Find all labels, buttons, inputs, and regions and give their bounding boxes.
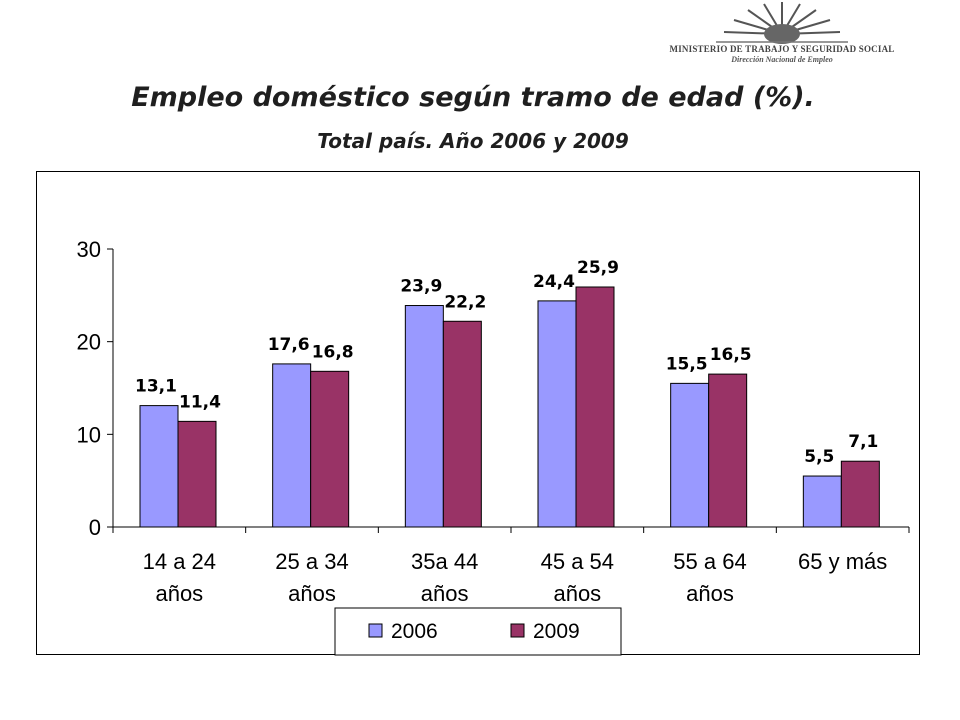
x-tick-label: 45 a 54 bbox=[541, 549, 614, 574]
chart-frame: 0 10 20 30 13,1 17,6 23,9 24,4 15,5 5,5 11,4 16,8 22… bbox=[36, 171, 920, 656]
chart-subtitle: Total país. Año 2006 y 2009 bbox=[317, 129, 629, 153]
logo-ministry-text: MINISTERIO DE TRABAJO Y SEGURIDAD SOCIAL bbox=[669, 44, 895, 54]
x-tick-label: años bbox=[553, 581, 601, 606]
bar-2009-2 bbox=[442, 320, 482, 528]
data-label-2006-3: 24,4 bbox=[533, 272, 575, 292]
x-tick-label: 35a 44 bbox=[411, 549, 478, 574]
data-label-2006-5: 5,5 bbox=[804, 447, 834, 467]
y-tick-label: 0 bbox=[89, 515, 101, 540]
x-tick-label: años bbox=[288, 581, 336, 606]
bar-chart: 0 10 20 30 13,1 17,6 23,9 24,4 15,5 5,5 11,4 16,8 22… bbox=[77, 237, 910, 656]
data-label-2006-1: 17,6 bbox=[268, 335, 310, 355]
bar-2009-3 bbox=[575, 286, 615, 528]
bar-2009-5 bbox=[840, 460, 880, 528]
logo-unit-text: Dirección Nacional de Empleo bbox=[731, 55, 833, 64]
data-label-2009-1: 16,8 bbox=[312, 342, 354, 362]
x-tick-label: 55 a 64 bbox=[673, 549, 746, 574]
bar-2006-3 bbox=[537, 300, 577, 528]
y-tick-label: 10 bbox=[77, 422, 101, 447]
sun-emblem-icon bbox=[716, 2, 848, 44]
y-tick-label: 30 bbox=[77, 237, 101, 262]
data-label-2009-0: 11,4 bbox=[179, 392, 221, 412]
data-label-2009-2: 22,2 bbox=[444, 292, 486, 312]
legend-label-2006: 2006 bbox=[391, 620, 438, 643]
bar-2006-2 bbox=[404, 305, 444, 528]
data-label-2006-2: 23,9 bbox=[400, 277, 442, 297]
data-label-2009-3: 25,9 bbox=[577, 258, 619, 278]
chart-title: Empleo doméstico según tramo de edad (%)… bbox=[131, 82, 815, 113]
x-tick-label: años bbox=[421, 581, 469, 606]
y-tick-label: 20 bbox=[77, 330, 101, 355]
x-tick-label: años bbox=[155, 581, 203, 606]
bar-2009-4 bbox=[708, 373, 748, 528]
x-tick-label: 65 y más bbox=[798, 549, 887, 574]
bar-2006-0 bbox=[139, 405, 179, 528]
bar-2009-0 bbox=[177, 420, 217, 528]
x-tick-label: años bbox=[686, 581, 734, 606]
legend-box bbox=[334, 607, 622, 656]
legend-swatch-2006 bbox=[368, 623, 383, 638]
data-label-2009-4: 16,5 bbox=[710, 345, 752, 365]
data-label-2009-5: 7,1 bbox=[848, 432, 878, 452]
data-label-2006-4: 15,5 bbox=[666, 354, 708, 374]
bar-2009-1 bbox=[310, 370, 350, 528]
legend-label-2009: 2009 bbox=[533, 620, 580, 643]
legend-swatch-2009 bbox=[510, 623, 525, 638]
x-tick-label: 25 a 34 bbox=[275, 549, 348, 574]
bar-2006-5 bbox=[802, 475, 842, 528]
data-label-2006-0: 13,1 bbox=[135, 377, 177, 397]
x-tick-label: 14 a 24 bbox=[143, 549, 216, 574]
ministry-logo: MINISTERIO DE TRABAJO Y SEGURIDAD SOCIAL… bbox=[632, 0, 932, 72]
bar-2006-1 bbox=[272, 363, 312, 528]
bar-2006-4 bbox=[670, 382, 710, 528]
